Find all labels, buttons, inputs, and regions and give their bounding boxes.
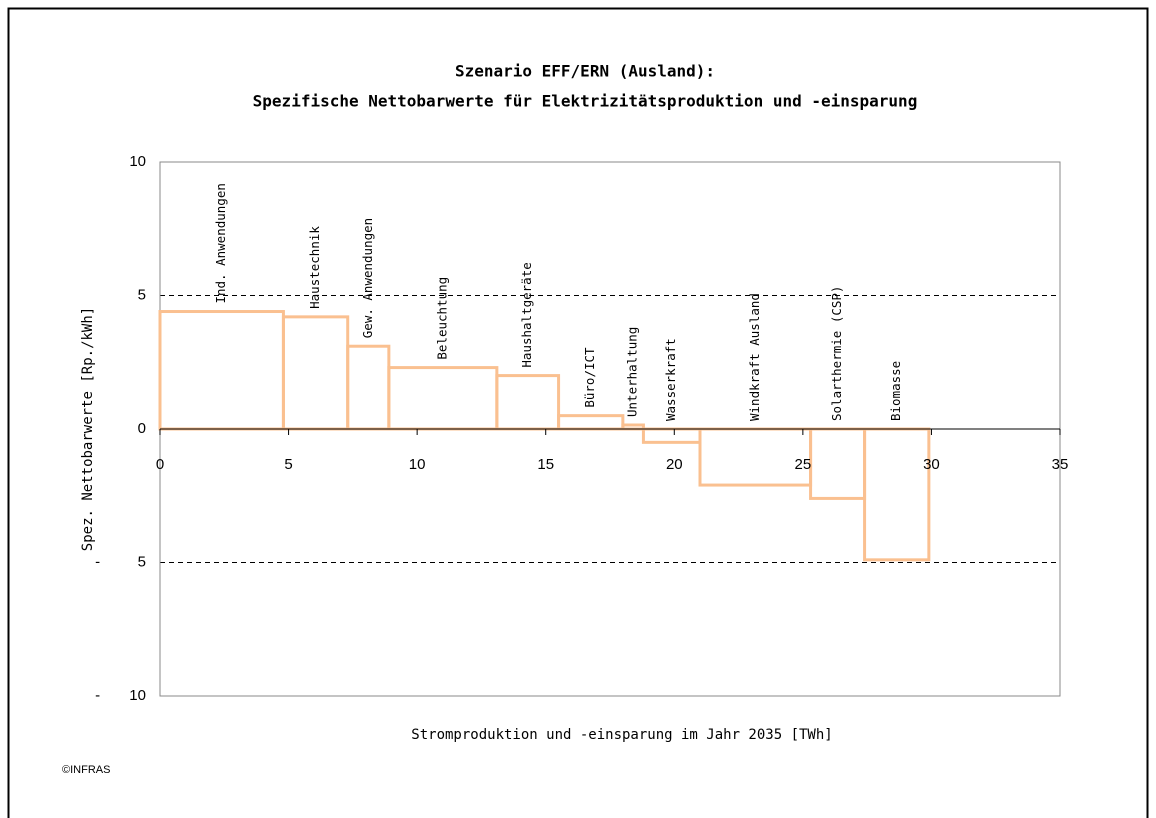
step-bar xyxy=(641,427,702,444)
category-label: Unterhaltung xyxy=(625,327,640,417)
y-tick-label: 10 xyxy=(129,153,146,170)
step-bar xyxy=(281,315,350,431)
category-label: Wasserkraft xyxy=(663,338,678,421)
step-bar xyxy=(863,427,931,562)
y-tick-label: 5 xyxy=(138,286,146,303)
chart-title: Spezifische Nettobarwerte für Elektrizit… xyxy=(253,92,918,111)
step-bar xyxy=(346,344,391,431)
step-bar xyxy=(158,310,285,431)
category-label: Haustechnik xyxy=(307,226,322,309)
y-tick-label: - 5 xyxy=(95,553,146,570)
step-bar xyxy=(809,427,867,500)
x-tick-label: 10 xyxy=(409,456,426,473)
source: ©INFRAS xyxy=(62,764,110,776)
category-label: Gew. Anwendungen xyxy=(360,218,375,338)
category-label: Büro/ICT xyxy=(582,347,597,408)
y-axis-label: Spez. Nettobarwerte [Rp./kWh] xyxy=(80,307,96,551)
y-tick-label: - 10 xyxy=(95,687,146,704)
category-label: Biomasse xyxy=(888,361,903,421)
step-bar xyxy=(621,423,645,431)
y-tick-label: 0 xyxy=(138,420,146,437)
chart-title: Szenario EFF/ERN (Ausland): xyxy=(455,62,715,81)
frame xyxy=(7,7,1149,818)
category-label: Windkraft Ausland xyxy=(747,293,762,421)
category-label: Solarthermie (CSP) xyxy=(829,286,844,421)
step-bar xyxy=(495,374,561,431)
x-tick-label: 5 xyxy=(284,456,292,473)
x-tick-label: 30 xyxy=(923,456,940,473)
x-tick-label: 0 xyxy=(156,456,164,473)
x-tick-label: 35 xyxy=(1052,456,1069,473)
category-label: Haushaltgeräte xyxy=(519,262,534,367)
step-bar xyxy=(387,366,499,431)
category-label: Beleuchtung xyxy=(434,277,449,360)
category-label: Ind. Anwendungen xyxy=(213,183,228,303)
step-bar xyxy=(557,414,625,431)
x-axis-label: Stromproduktion und -einsparung im Jahr … xyxy=(411,727,832,743)
x-tick-label: 25 xyxy=(795,456,812,473)
x-tick-label: 15 xyxy=(537,456,554,473)
x-tick-label: 20 xyxy=(666,456,683,473)
